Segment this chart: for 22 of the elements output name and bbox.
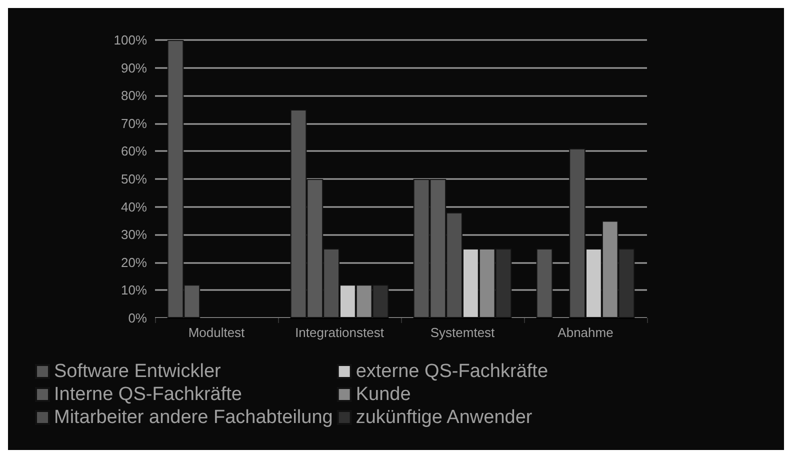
legend-label: Software Entwickler bbox=[54, 361, 222, 382]
y-tick-label: 40% bbox=[120, 199, 148, 214]
x-tick-label: Integrationstest bbox=[295, 325, 384, 340]
legend-label: Kunde bbox=[356, 384, 411, 405]
y-tick-label: 30% bbox=[120, 227, 148, 242]
y-tick-label: 50% bbox=[120, 172, 148, 186]
x-tick-label: Systemtest bbox=[430, 325, 496, 340]
x-tick-label: Modultest bbox=[188, 325, 246, 340]
y-tick-label: 0% bbox=[128, 310, 148, 326]
y-tick-label: 70% bbox=[120, 116, 148, 131]
legend-label: Interne QS-Fachkräfte bbox=[54, 384, 242, 405]
y-tick-label: 100% bbox=[114, 32, 148, 48]
bar bbox=[536, 248, 553, 318]
y-tick-label: 10% bbox=[120, 282, 148, 298]
y-tick-label: 60% bbox=[120, 144, 148, 159]
y-tick-label: 80% bbox=[120, 88, 148, 104]
legend-label: externe QS-Fachkräfte bbox=[356, 361, 548, 382]
y-tick-label: 20% bbox=[120, 254, 148, 270]
legend-label: Mitarbeiter andere Fachabteilung bbox=[54, 407, 333, 428]
y-tick-label: 90% bbox=[120, 60, 148, 76]
x-tick-label: Abnahme bbox=[558, 325, 614, 340]
legend-label: zukünftige Anwender bbox=[356, 407, 533, 428]
